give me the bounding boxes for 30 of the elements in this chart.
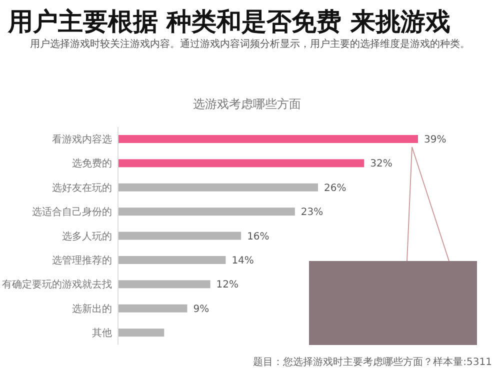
- data-label: 14%: [232, 256, 254, 266]
- y-tick-label: 选适合自己身份的: [32, 206, 112, 218]
- text: 题目：您选择游戏时主要考虑哪些方面？样本量:5311: [253, 356, 492, 368]
- data-label: 39%: [424, 134, 446, 146]
- chart-subtitle: 用户选择游戏时较关注游戏内容。通过游戏内容词频分析显示，用户主要的选择维度是游戏的种类。: [30, 38, 470, 50]
- bar: [118, 135, 418, 143]
- data-label: 23%: [300, 207, 324, 218]
- bar: [118, 183, 318, 192]
- text: 选游戏考虑哪些方面: [193, 97, 301, 111]
- data-label: 16%: [247, 231, 270, 242]
- y-tick-label: 其他: [92, 327, 112, 340]
- y-tick-label: 看游戏内容选: [52, 134, 112, 146]
- y-tick-label: 选多人玩的: [62, 230, 112, 242]
- bar: [118, 232, 242, 240]
- y-tick-label: 选新出的: [72, 302, 112, 315]
- bar: [118, 304, 188, 312]
- y-tick-label: 选好友在玩的: [52, 182, 112, 194]
- bar: [118, 328, 164, 337]
- data-label: 9%: [193, 304, 210, 315]
- y-tick-label: 有确定要玩的游戏就去找: [2, 278, 112, 291]
- data-label: 32%: [370, 158, 392, 170]
- bar: [118, 208, 295, 216]
- bar: [118, 280, 210, 288]
- y-tick-label: 选管理推荐的: [52, 254, 112, 266]
- data-label: 12%: [216, 280, 239, 291]
- bar: [118, 159, 364, 168]
- bar: [118, 256, 226, 264]
- chart-title: 用户主要根据 种类和是否免费 来挑游戏: [7, 7, 450, 36]
- data-label: 26%: [324, 182, 346, 194]
- y-tick-label: 选免费的: [72, 158, 112, 170]
